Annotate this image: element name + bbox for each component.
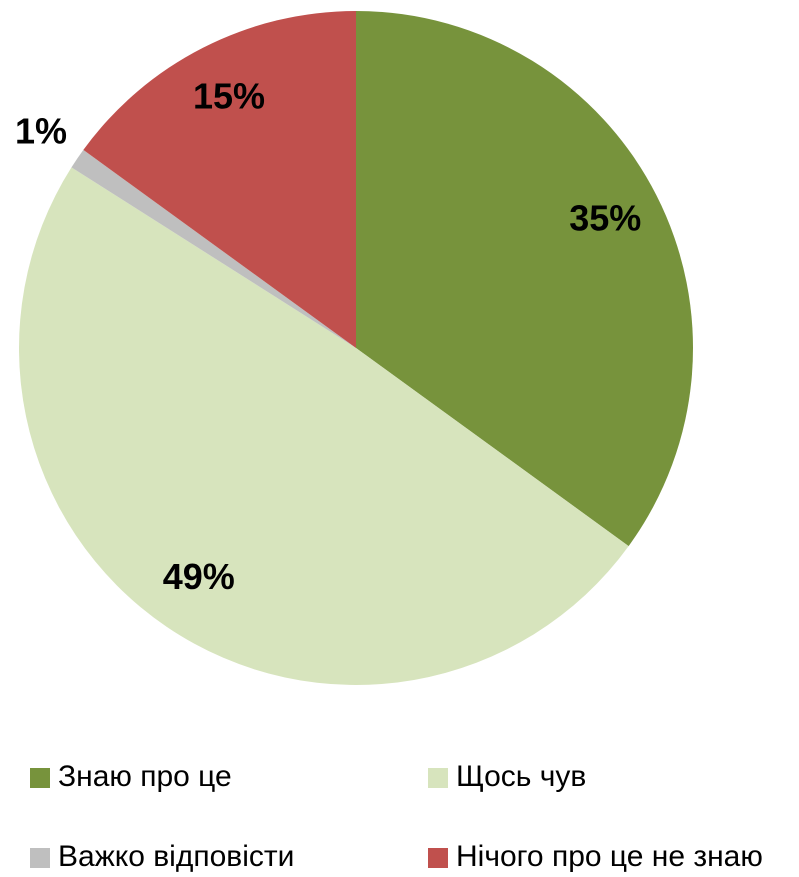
data-label: 49%	[163, 556, 235, 597]
pie-slice	[71, 149, 356, 348]
legend-label: Знаю про це	[58, 760, 232, 793]
legend-swatch	[30, 768, 50, 788]
legend-label: Щось чув	[456, 760, 586, 793]
data-label: 1%	[15, 110, 67, 151]
pie-slice	[18, 167, 629, 686]
pie-slice	[356, 11, 693, 547]
legend-swatch	[30, 848, 50, 868]
data-label: 15%	[193, 75, 265, 116]
legend-swatch	[428, 848, 448, 868]
legend-label: Важко відповісти	[58, 840, 294, 873]
legend-swatch	[428, 768, 448, 788]
pie-slice	[83, 11, 357, 348]
data-label: 35%	[569, 198, 641, 239]
legend-label: Нічого про це не знаю	[456, 840, 763, 873]
